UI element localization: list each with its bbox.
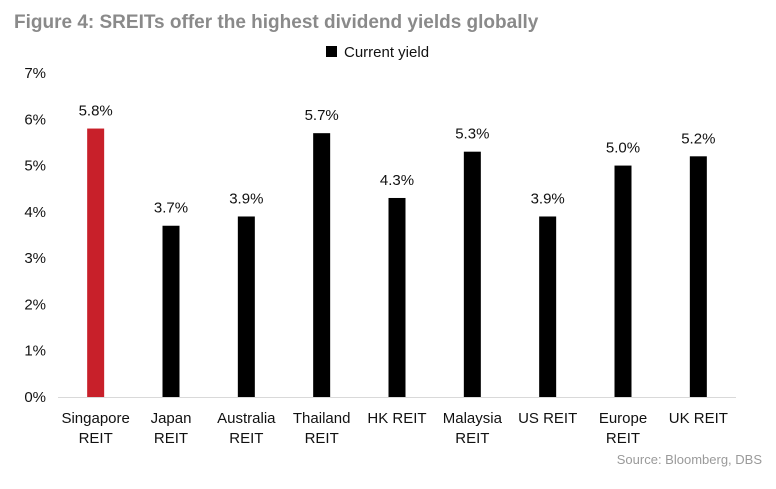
category-label: US REIT <box>518 410 577 427</box>
y-tick-label: 7% <box>24 65 46 82</box>
category-label: Thailand <box>293 410 351 427</box>
category-label: Singapore <box>61 410 129 427</box>
data-label: 4.3% <box>380 172 414 189</box>
x-axis: Singapore REIT Japan REIT Australia REIT Thail… <box>61 410 727 447</box>
category-label: REIT <box>606 430 640 447</box>
bar <box>689 156 707 397</box>
data-label: 3.9% <box>229 190 263 207</box>
bar <box>614 165 632 397</box>
chart-title: Figure 4: SREITs offer the highest divid… <box>14 12 539 33</box>
category-label: UK REIT <box>669 410 728 427</box>
bar <box>463 151 481 397</box>
y-axis: 0% 1% 2% 3% 4% 5% 6% 7% <box>24 65 46 406</box>
y-tick-label: 6% <box>24 111 46 128</box>
legend-swatch <box>326 46 337 57</box>
data-label: 5.7% <box>305 107 339 124</box>
category-label: REIT <box>79 430 113 447</box>
data-labels: 5.8% 3.7% 3.9% 5.7% 4.3% 5.3% 3.9% 5.0% 5.2% <box>79 103 716 217</box>
category-label: Australia <box>217 410 276 427</box>
y-tick-label: 2% <box>24 296 46 313</box>
y-tick-label: 5% <box>24 158 46 175</box>
bar <box>162 225 180 397</box>
legend: Current yield <box>326 44 429 61</box>
data-label: 5.8% <box>79 103 113 120</box>
y-tick-label: 4% <box>24 204 46 221</box>
category-label: Japan <box>151 410 192 427</box>
bars <box>87 128 707 398</box>
data-label: 3.7% <box>154 200 188 217</box>
data-label: 5.0% <box>606 140 640 157</box>
category-label: REIT <box>154 430 188 447</box>
category-label: REIT <box>229 430 263 447</box>
y-tick-label: 0% <box>24 389 46 406</box>
category-label: REIT <box>305 430 339 447</box>
y-tick-label: 1% <box>24 343 46 360</box>
legend-label: Current yield <box>344 44 429 61</box>
bar <box>539 216 557 397</box>
bar <box>87 128 105 398</box>
category-label: HK REIT <box>367 410 426 427</box>
data-label: 5.2% <box>681 130 715 147</box>
data-label: 5.3% <box>455 126 489 143</box>
bar <box>237 216 255 397</box>
data-label: 3.9% <box>531 190 565 207</box>
category-label: Malaysia <box>443 410 503 427</box>
bar <box>313 133 331 397</box>
bar <box>388 197 406 397</box>
category-label: Europe <box>599 410 647 427</box>
y-tick-label: 3% <box>24 250 46 267</box>
category-label: REIT <box>455 430 489 447</box>
source-note: Source: Bloomberg, DBS <box>616 452 762 467</box>
